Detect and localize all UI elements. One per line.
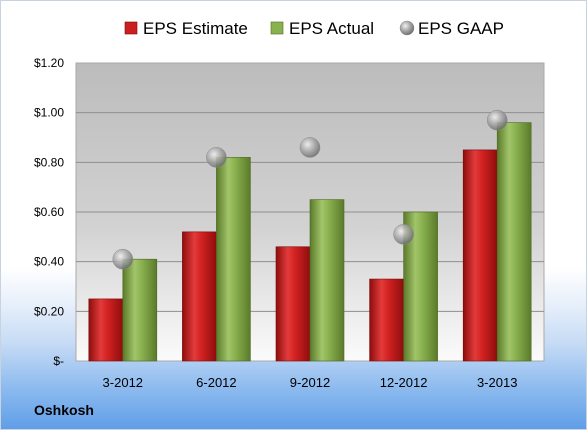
legend-swatch: [124, 21, 138, 35]
eps-gaap-marker: [486, 109, 508, 131]
eps-estimate-bar: [88, 298, 124, 362]
y-tick-label: $1.20: [34, 56, 64, 70]
y-tick-label: $0.40: [34, 255, 64, 269]
y-tick-label: $-: [53, 354, 64, 368]
eps-actual-bar: [309, 199, 345, 362]
legend-label: EPS Estimate: [143, 19, 248, 38]
legend-label: EPS GAAP: [418, 19, 504, 38]
x-tick-label: 6-2012: [196, 375, 236, 390]
legend-swatch: [399, 20, 415, 36]
x-tick-label: 3-2012: [103, 375, 143, 390]
x-axis: 3-2012 6-2012 9-2012 12-2012 3-2013: [103, 375, 518, 390]
y-tick-label: $1.00: [34, 106, 64, 120]
x-tick-label: 12-2012: [380, 375, 428, 390]
legend-eps-actual: EPS Actual: [270, 19, 374, 38]
legend-swatch: [270, 21, 284, 35]
eps-gaap-marker: [299, 137, 321, 158]
eps-estimate-bar: [275, 246, 311, 362]
eps-gaap-marker: [393, 224, 414, 245]
y-axis: $- $0.20 $0.40 $0.60 $0.80 $1.00 $1.20: [34, 56, 64, 368]
company-name: Oshkosh: [34, 402, 94, 418]
eps-estimate-bar: [182, 231, 217, 362]
legend-eps-gaap: EPS GAAP: [399, 19, 504, 38]
bars: [88, 122, 532, 362]
y-tick-label: $0.20: [34, 304, 64, 318]
eps-gaap-marker: [112, 248, 134, 270]
y-tick-label: $0.80: [34, 155, 64, 169]
eps-actual-bar: [496, 122, 532, 362]
legend-label: EPS Actual: [289, 19, 374, 38]
x-tick-label: 9-2012: [290, 375, 330, 390]
gaap-markers: [112, 109, 508, 270]
eps-estimate-bar: [462, 149, 498, 362]
eps-estimate-bar: [369, 278, 404, 362]
legend-eps-estimate: EPS Estimate: [124, 19, 248, 38]
y-tick-label: $0.60: [34, 205, 64, 219]
legend: EPS Estimate EPS Actual EPS GAAP: [124, 19, 504, 38]
eps-actual-bar: [122, 258, 158, 362]
eps-actual-bar: [216, 157, 251, 362]
x-tick-label: 3-2013: [477, 375, 517, 390]
eps-gaap-marker: [206, 147, 227, 168]
